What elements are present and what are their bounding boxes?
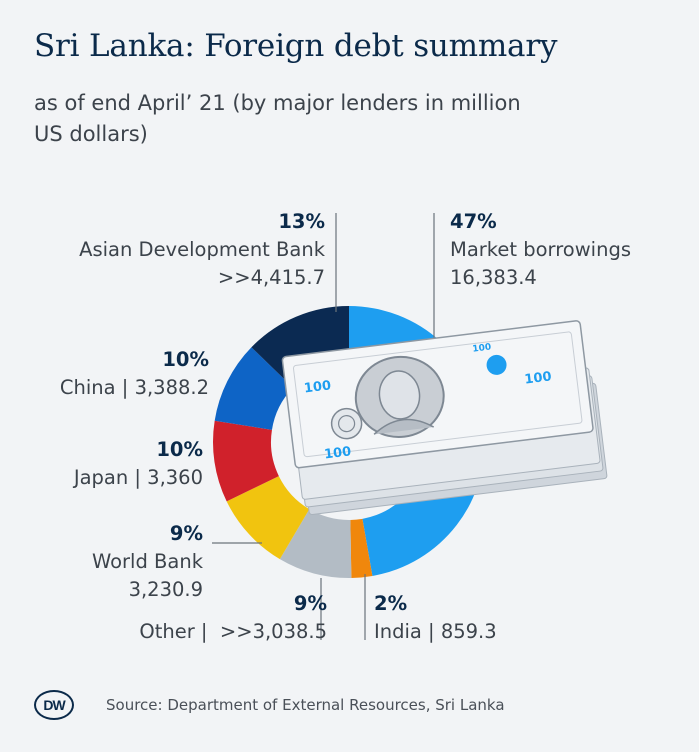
slice-india [350,518,373,578]
source-note: Source: Department of External Resources… [106,696,505,714]
slice-value: 3,230.9 [128,578,203,601]
slice-value: 16,383.4 [450,266,537,289]
label-japan: 10% Japan | 3,360 [73,438,203,489]
slice-value: >>4,415.7 [217,266,325,289]
banknote-denomination-1: 100 [303,378,332,396]
banknote-illustration: 100 100 100 100 [281,320,608,515]
label-adb: 13% Asian Development Bank >>4,415.7 [79,208,325,292]
slice-percent: 10% [162,348,209,371]
slice-other [279,509,352,578]
slice-percent: 47% [450,210,497,233]
banknote-denomination-2: 100 [524,369,553,387]
footer: DW Source: Department of External Resour… [34,690,505,720]
label-china: 10% China | 3,388.2 [59,348,209,399]
slice-percent: 10% [156,438,203,461]
slice-name: Japan [73,466,129,489]
slice-name: Asian Development Bank [79,238,325,261]
banknote-denomination-4: 100 [323,444,352,462]
label-other: 9% Other | >>3,038.5 [139,592,327,643]
slice-japan [212,420,279,502]
page-subtitle: as of end April’ 21 (by major lenders in… [34,91,521,146]
label-india: 2% India | 859.3 [374,592,497,643]
slice-percent: 9% [293,592,327,615]
slice-value: >>3,038.5 [219,620,327,643]
label-market-borrowings: 47% Market borrowings 16,383.4 [450,208,631,292]
slice-china [214,347,294,430]
banknote-denomination-3: 100 [472,342,492,354]
slice-name: World Bank [91,550,203,573]
slice-name: India [374,620,422,643]
slice-value: 859.3 [440,620,497,643]
slice-name: Market borrowings [450,238,631,261]
slice-percent: 9% [169,522,203,545]
slice-name: China [59,376,116,399]
label-world-bank: 9% World Bank 3,230.9 [92,520,203,604]
slice-world-bank [226,476,310,560]
slice-percent: 2% [374,592,408,615]
slice-value: 3,388.2 [134,376,209,399]
page-title: Sri Lanka: Foreign debt summary [34,28,558,64]
slice-name: Other [139,620,195,643]
dw-logo: DW [34,690,74,720]
slice-percent: 13% [278,210,325,233]
slice-value: 3,360 [147,466,203,489]
